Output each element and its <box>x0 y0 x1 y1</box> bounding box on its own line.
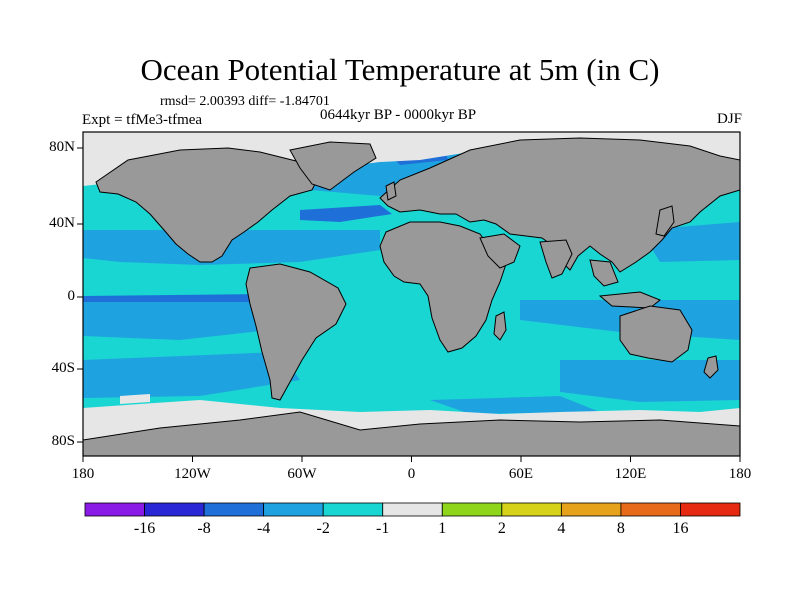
map-plot <box>83 132 740 456</box>
y-axis-label: 40S <box>51 360 75 376</box>
x-axis-label: 0 <box>407 466 416 482</box>
y-axis-label: 80N <box>49 139 75 155</box>
colorbar <box>84 502 741 517</box>
colorbar-swatch <box>84 502 145 517</box>
x-axis-label: 60E <box>508 466 534 482</box>
y-axis-label: 80S <box>51 433 75 449</box>
colorbar-label: 2 <box>497 520 506 537</box>
y-axis-label: 40N <box>49 215 75 231</box>
x-axis-label: 60W <box>287 466 317 482</box>
x-axis-label: 180 <box>728 466 752 482</box>
x-axis-label: 120E <box>614 466 647 482</box>
x-axis-ticks <box>82 456 741 462</box>
land-masses <box>83 137 740 456</box>
y-axis-label: 0 <box>67 288 76 304</box>
colorbar-swatch <box>263 502 324 517</box>
colorbar-swatch <box>322 502 384 517</box>
experiment-label: Expt = tfMe3-tfmea <box>82 112 203 128</box>
colorbar-label: 8 <box>616 520 625 537</box>
colorbar-swatch <box>560 502 622 517</box>
x-axis-label: 180 <box>71 466 95 482</box>
y-axis-ticks <box>77 147 83 443</box>
stats-line: rmsd= 2.00393 diff= -1.84701 <box>160 94 330 109</box>
colorbar-label: -4 <box>256 520 271 537</box>
colorbar-swatch <box>203 502 265 517</box>
colorbar-label: 16 <box>672 520 689 537</box>
colorbar-label: -16 <box>133 520 156 537</box>
colorbar-label: -1 <box>376 520 390 537</box>
colorbar-swatch <box>501 502 562 517</box>
colorbar-label: -2 <box>316 520 330 537</box>
colorbar-label: 1 <box>438 520 447 537</box>
colorbar-swatch <box>680 502 741 517</box>
colorbar-swatch <box>144 502 205 517</box>
colorbar-swatch <box>441 502 503 517</box>
colorbar-swatch <box>620 502 681 517</box>
colorbar-label: -8 <box>197 520 211 537</box>
colorbar-label: 4 <box>557 520 566 537</box>
period-label: 0644kyr BP - 0000kyr BP <box>320 107 477 123</box>
season-label: DJF <box>716 111 742 127</box>
map-title: Ocean Potential Temperature at 5m (in C) <box>140 52 660 87</box>
x-axis-label: 120W <box>174 466 211 482</box>
colorbar-swatch <box>382 502 443 517</box>
